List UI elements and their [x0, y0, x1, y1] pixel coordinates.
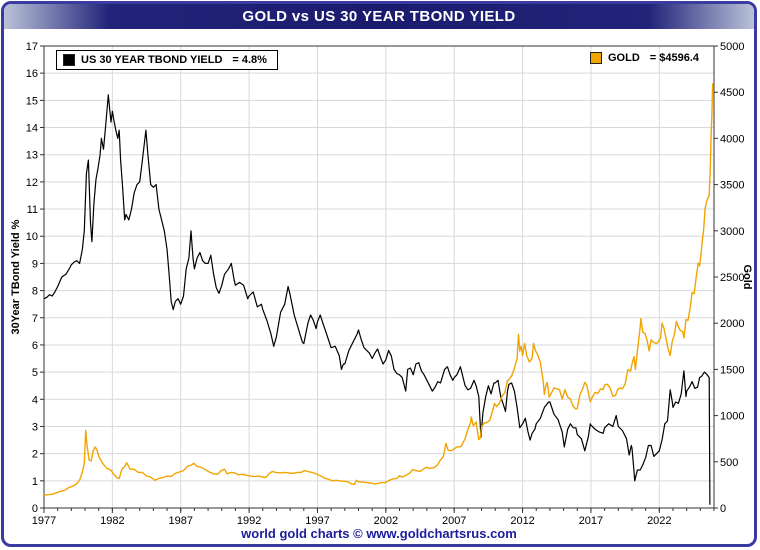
left-tick-label: 16 [26, 68, 38, 80]
x-tick-label: 2012 [510, 515, 534, 527]
x-tick-label: 1982 [100, 515, 124, 527]
right-tick-label: 0 [720, 503, 726, 515]
left-tick-label: 15 [26, 95, 38, 107]
right-tick-label: 2500 [720, 272, 744, 284]
left-tick-label: 11 [27, 204, 38, 216]
copyright-credit: world gold charts © www.goldchartsrus.co… [241, 526, 517, 541]
left-tick-label: 5 [32, 367, 38, 379]
left-tick-label: 7 [32, 313, 38, 325]
chart-title: GOLD vs US 30 YEAR TBOND YIELD [242, 8, 516, 25]
left-tick-label: 12 [26, 177, 38, 189]
x-tick-label: 1997 [305, 515, 329, 527]
right-axis-title: Gold [741, 264, 753, 290]
gold-swatch [590, 52, 602, 64]
x-tick-label: 1977 [32, 515, 56, 527]
right-tick-label: 2000 [720, 318, 744, 330]
legend-gold-label: GOLD [608, 52, 640, 64]
x-tick-label: 2017 [579, 515, 603, 527]
left-tick-label: 3 [32, 421, 38, 433]
left-tick-label: 1 [32, 476, 38, 488]
legend-gold: GOLD = $4596.4 [590, 52, 699, 64]
right-tick-label: 500 [720, 457, 738, 469]
legend-tbond-label: US 30 YEAR TBOND YIELD [81, 54, 223, 66]
left-tick-label: 9 [32, 258, 38, 270]
tbond-swatch [63, 54, 75, 66]
left-tick-label: 6 [32, 340, 38, 352]
legend-gold-value: = $4596.4 [649, 52, 700, 64]
right-tick-label: 5000 [720, 41, 744, 53]
x-tick-label: 2002 [374, 515, 398, 527]
left-tick-label: 0 [32, 503, 38, 515]
plot-border [43, 45, 715, 509]
right-tick-label: 3000 [720, 226, 744, 238]
legend-tbond: US 30 YEAR TBOND YIELD = 4.8% [56, 50, 278, 70]
left-tick-label: 8 [32, 286, 38, 298]
right-tick-label: 4500 [720, 87, 744, 99]
legend-tbond-value: = 4.8% [232, 54, 267, 66]
left-tick-label: 4 [32, 394, 38, 406]
left-tick-label: 17 [26, 41, 38, 53]
x-tick-label: 1987 [168, 515, 192, 527]
x-tick-label: 2007 [442, 515, 466, 527]
x-tick-label: 2022 [647, 515, 671, 527]
x-tick-label: 1992 [237, 515, 261, 527]
plot-area: 0123456789101112131415161705001000150020… [26, 41, 745, 527]
left-axis-title: 30Year TBond Yield % [10, 219, 22, 335]
title-bar: GOLD vs US 30 YEAR TBOND YIELD [4, 4, 754, 29]
right-tick-label: 3500 [720, 180, 744, 192]
right-tick-label: 1500 [720, 364, 744, 376]
left-tick-label: 13 [26, 150, 38, 162]
right-tick-label: 4000 [720, 133, 744, 145]
left-tick-label: 14 [26, 123, 38, 135]
left-tick-label: 2 [32, 449, 38, 461]
left-tick-label: 10 [26, 231, 38, 243]
series-gold [43, 83, 714, 497]
right-tick-label: 1000 [720, 411, 744, 423]
series-tbond [43, 94, 711, 505]
